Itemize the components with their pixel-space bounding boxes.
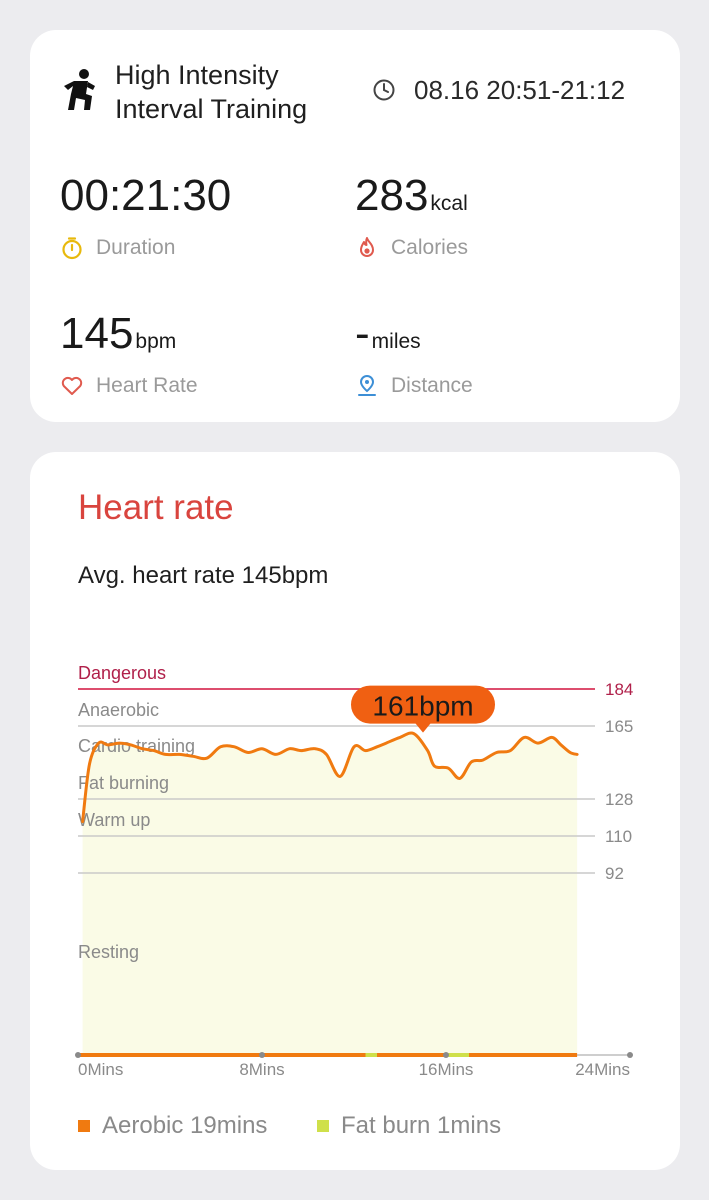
- heart-rate-area: [82, 733, 578, 1055]
- distance-value: -miles: [355, 309, 421, 358]
- peak-callout-bubble: [351, 685, 495, 724]
- legend-aerobic-swatch: [78, 1120, 90, 1132]
- y-tick-label-165: 165: [605, 717, 633, 736]
- heart-rate-label: Heart Rate: [96, 374, 198, 397]
- clock-icon: [373, 79, 395, 101]
- zone-label-anaerobic: Anaerobic: [78, 700, 159, 720]
- zone-bar-segment-4: [469, 1053, 578, 1057]
- heart-rate-metric: 145bpm Heart Rate: [60, 310, 198, 398]
- calories-metric: 283kcal Calories: [355, 172, 468, 260]
- calories-value: 283kcal: [355, 171, 468, 220]
- x-tick-label-1: 8Mins: [239, 1060, 284, 1079]
- x-tick-label-3: 24Mins: [575, 1060, 630, 1079]
- duration-label: Duration: [96, 236, 176, 259]
- x-tick-dot-1: [259, 1052, 265, 1058]
- workout-title: High Intensity Interval Training: [115, 60, 308, 124]
- zone-label-resting: Resting: [78, 942, 139, 962]
- x-tick-label-2: 16Mins: [419, 1060, 474, 1079]
- zone-label-fat-burning: Fat burning: [78, 773, 169, 793]
- y-tick-label-110: 110: [605, 827, 632, 846]
- heart-rate-card: Heart rate Avg. heart rate 145bpm 184 165…: [30, 452, 680, 1170]
- heart-rate-value: 145bpm: [60, 309, 177, 358]
- zone-label-dangerous: Dangerous: [78, 663, 166, 683]
- workout-time-range: 08.16 20:51-21:12: [414, 75, 626, 105]
- distance-label: Distance: [391, 374, 473, 397]
- peak-callout-label: 161bpm: [372, 691, 473, 722]
- duration-metric: 00:21:30 Duration: [60, 172, 233, 260]
- heart-icon: [61, 376, 83, 395]
- zone-bar-segment-3: [446, 1053, 469, 1057]
- zone-bar-segment-0: [78, 1053, 366, 1057]
- running-person-icon: [64, 69, 95, 110]
- y-tick-label-92: 92: [605, 864, 624, 883]
- y-tick-label-128: 128: [605, 790, 633, 809]
- zone-label-warm-up: Warm up: [78, 810, 150, 830]
- heart-rate-line: [81, 731, 579, 824]
- y-tick-label-184: 184: [605, 680, 633, 699]
- avg-heart-rate: Avg. heart rate 145bpm: [78, 562, 329, 589]
- x-tick-dot-0: [75, 1052, 81, 1058]
- x-tick-dot-2: [443, 1052, 449, 1058]
- zone-bar-segment-2: [377, 1053, 446, 1057]
- x-tick-dot-3: [627, 1052, 633, 1058]
- peak-callout-pointer: [414, 721, 432, 733]
- workout-summary-card: High Intensity Interval Training 08.16 2…: [30, 30, 680, 422]
- legend-aerobic: Aerobic 19mins: [78, 1112, 267, 1140]
- x-tick-label-0: 0Mins: [78, 1060, 123, 1079]
- legend-fat-burn-swatch: [317, 1120, 329, 1132]
- heart-rate-title: Heart rate: [78, 488, 234, 527]
- stopwatch-icon: [62, 237, 82, 260]
- zone-bar-segment-1: [365, 1053, 377, 1057]
- legend-fat-burn: Fat burn 1mins: [317, 1112, 501, 1140]
- flame-icon: [360, 237, 374, 257]
- distance-metric: -miles Distance: [355, 310, 473, 398]
- duration-value: 00:21:30: [60, 171, 232, 220]
- calories-label: Calories: [391, 236, 469, 259]
- location-pin-icon: [358, 374, 376, 396]
- legend-aerobic-label: Aerobic 19mins: [102, 1112, 268, 1139]
- legend-fat-burn-label: Fat burn 1mins: [341, 1112, 502, 1139]
